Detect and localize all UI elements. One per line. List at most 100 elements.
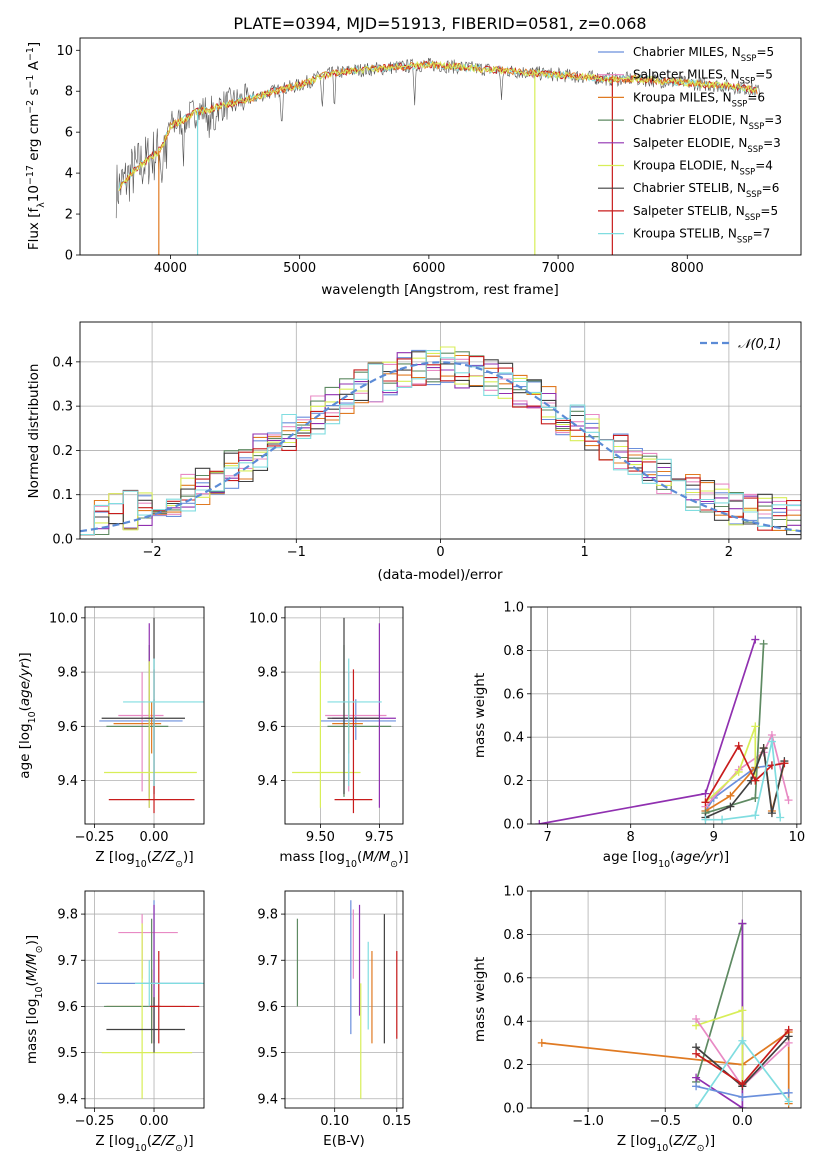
y-tick-label: 9.5	[57, 1046, 78, 1061]
y-tick-label: 9.8	[57, 908, 78, 923]
x-tick-label: 8	[627, 830, 635, 845]
y-tick-label: 0.3	[52, 400, 73, 415]
y-tick-label: 0.6	[503, 971, 524, 986]
weight-marker	[701, 789, 710, 798]
x-tick-label: 9	[710, 830, 718, 845]
x-tick-label: 2	[725, 545, 733, 560]
model-spectrum	[118, 60, 758, 191]
weight-marker	[726, 802, 735, 811]
y-tick-label: 2	[65, 208, 73, 223]
y-tick-label: 4	[65, 167, 73, 182]
y-tick-label: 9.6	[257, 720, 278, 735]
y-tick-label: 0.8	[503, 928, 524, 943]
weight-marker	[751, 811, 760, 820]
weight-marker	[537, 1038, 546, 1047]
legend-entry: Chabrier STELIB, NSSP=6	[633, 181, 779, 199]
y-tick-label: 0.8	[503, 644, 524, 659]
histogram-step	[80, 350, 801, 536]
x-tick-label: 1	[581, 545, 589, 560]
spectrum-panel: 4000 5000 6000 7000 8000 0 2 4 6 8 10 Chabrier MILE…	[25, 37, 802, 298]
residuals-panel: −2 −1 0 1 2 0.0 0.1 0.2 0.3 0.4 𝒩(0,1) (data-model)…	[26, 321, 802, 583]
plot-area	[96, 900, 204, 1099]
age-vs-mass-panel: 9.50 9.75 9.4 9.6 9.8 10.0 mass [log10(M/M⊙)]	[249, 606, 409, 870]
weight-marker	[692, 1082, 701, 1091]
y-tick-label: 10.0	[49, 611, 78, 626]
x-tick-label: −1	[287, 545, 306, 560]
figure-title: PLATE=0394, MJD=51913, FIBERID=0581, z=0…	[233, 14, 646, 33]
x-axis-label: wavelength [Angstrom, rest frame]	[321, 282, 559, 298]
plot-area	[296, 900, 398, 1099]
axes-frame	[79, 37, 802, 256]
mass-vs-z-panel: −0.25 0.00 9.4 9.5 9.6 9.7 9.8 Z [log10(Z/Z⊙)] m…	[24, 890, 205, 1154]
weight-line	[539, 639, 757, 824]
y-tick-label: 9.4	[257, 774, 278, 789]
x-tick-label: 0.0	[732, 1114, 753, 1129]
plot-area	[99, 617, 204, 814]
axes-frame	[84, 890, 205, 1109]
y-tick-label: 0.0	[503, 1102, 524, 1117]
x-tick-label: 0.00	[140, 830, 169, 845]
weight-marker	[784, 796, 793, 805]
weight-marker	[738, 1006, 747, 1015]
weight-marker	[535, 820, 544, 824]
weight-marker	[759, 639, 768, 648]
axes-frame	[284, 606, 404, 825]
weight-marker	[738, 919, 747, 928]
y-tick-label: 0.0	[52, 533, 73, 548]
y-tick-label: 9.7	[57, 954, 78, 969]
x-tick-label: 9.75	[365, 830, 394, 845]
x-axis-label: (data-model)/error	[377, 567, 503, 583]
legend-entry: 𝒩(0,1)	[738, 337, 781, 352]
plot-area	[537, 919, 793, 1108]
y-tick-label: 9.7	[257, 954, 278, 969]
weight-marker	[767, 809, 776, 818]
y-tick-label: 0.2	[52, 444, 73, 459]
weight-marker	[767, 737, 776, 746]
weight-marker	[692, 1104, 701, 1108]
y-tick-label: 9.5	[257, 1046, 278, 1061]
y-tick-label: 0.4	[503, 731, 524, 746]
plot-area	[115, 57, 760, 255]
weight-marker	[726, 791, 735, 800]
y-tick-label: 1.0	[503, 601, 524, 616]
x-axis-label: Z [log10(Z/Z⊙)]	[95, 1133, 193, 1154]
legend-entry: Kroupa MILES, NSSP=6	[633, 90, 765, 108]
x-tick-label: 9.50	[306, 830, 335, 845]
x-tick-label: −1.0	[572, 1114, 604, 1129]
y-tick-label: 9.4	[57, 1092, 78, 1107]
x-tick-label: −2	[143, 545, 162, 560]
x-tick-label: −0.5	[649, 1114, 681, 1129]
x-axis-label: Z [log10(Z/Z⊙)]	[617, 1133, 715, 1154]
weight-line	[695, 923, 744, 1108]
weight-marker	[751, 793, 760, 802]
y-tick-label: 9.6	[257, 1000, 278, 1015]
x-tick-label: −0.25	[75, 830, 115, 845]
y-tick-label: 9.4	[257, 1092, 278, 1107]
y-tick-label: 0.4	[52, 355, 73, 370]
weight-marker	[734, 741, 743, 750]
weight-vs-age-panel: 7 8 9 10 0.0 0.2 0.4 0.6 0.8 1.0 age [log10(age/yr…	[472, 601, 805, 870]
weight-marker	[734, 767, 743, 776]
y-tick-label: 9.6	[57, 720, 78, 735]
weight-line	[541, 1030, 790, 1104]
weight-marker	[701, 798, 710, 807]
weight-marker	[738, 1036, 747, 1045]
plot-area	[535, 635, 793, 824]
y-tick-label: 8	[65, 85, 73, 100]
weight-marker	[776, 813, 785, 822]
weight-marker	[738, 1080, 747, 1089]
x-tick-label: 0.00	[140, 1114, 169, 1129]
weight-line	[705, 747, 786, 819]
x-tick-label: 0	[436, 545, 444, 560]
weight-line	[704, 726, 757, 803]
x-axis-label: E(B-V)	[323, 1133, 365, 1149]
y-tick-label: 0.0	[503, 818, 524, 833]
x-tick-label: 0.10	[320, 1114, 349, 1129]
weight-marker	[738, 1093, 747, 1102]
weight-marker	[780, 759, 789, 768]
axes-frame	[284, 890, 404, 1109]
weight-marker	[759, 744, 768, 753]
weight-marker	[718, 815, 727, 824]
y-tick-label: 10	[56, 44, 73, 59]
